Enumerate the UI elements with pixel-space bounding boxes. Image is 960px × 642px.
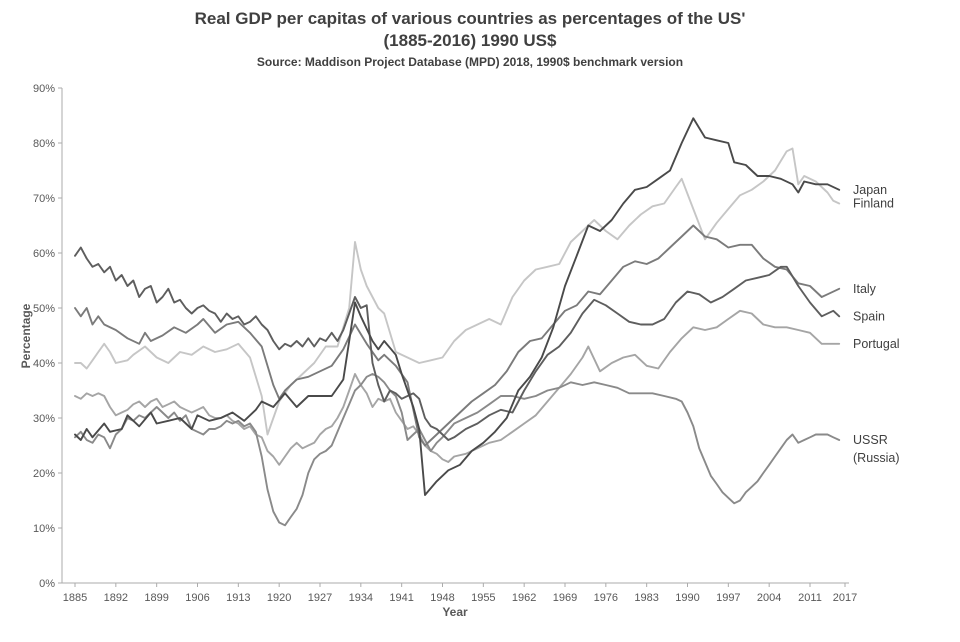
- y-tick-label: 0%: [39, 578, 55, 590]
- series-label-japan: Japan: [853, 183, 887, 197]
- x-tick-label: 1941: [389, 592, 413, 604]
- chart-title: Real GDP per capitas of various countrie…: [0, 8, 940, 52]
- series-label-spain: Spain: [853, 309, 885, 323]
- x-tick-label: 1955: [471, 592, 495, 604]
- y-tick-label: 90%: [33, 83, 55, 95]
- x-tick-label: 1983: [634, 592, 658, 604]
- series-line-italy: [74, 224, 841, 447]
- x-tick-label: 1885: [63, 592, 87, 604]
- series-label-ussr: (Russia): [853, 451, 900, 465]
- x-tick-label: 1969: [553, 592, 577, 604]
- x-tick-label: 1990: [675, 592, 699, 604]
- x-tick-label: 1913: [226, 592, 250, 604]
- x-tick-label: 1997: [716, 592, 740, 604]
- y-tick-label: 60%: [33, 248, 55, 260]
- y-tick-label: 10%: [33, 523, 55, 535]
- x-tick-label: 1906: [185, 592, 209, 604]
- x-tick-label: 1948: [430, 592, 454, 604]
- x-tick-label: 1962: [512, 592, 536, 604]
- series-label-ussr: USSR: [853, 433, 888, 447]
- x-tick-label: 2011: [798, 592, 822, 604]
- x-tick-label: 2004: [757, 592, 781, 604]
- x-tick-label: 1934: [349, 592, 373, 604]
- y-tick-label: 70%: [33, 193, 55, 205]
- y-tick-label: 80%: [33, 138, 55, 150]
- x-axis-title: Year: [442, 605, 468, 619]
- x-tick-label: 1976: [594, 592, 618, 604]
- x-tick-label: 1899: [144, 592, 168, 604]
- series-line-ussr: [74, 373, 841, 527]
- series-line-portugal: [74, 309, 841, 466]
- chart-title-line1: Real GDP per capitas of various countrie…: [194, 9, 746, 28]
- x-tick-label: 1892: [104, 592, 128, 604]
- y-tick-label: 30%: [33, 413, 55, 425]
- chart-subtitle: Source: Maddison Project Database (MPD) …: [256, 55, 684, 69]
- series-label-finland: Finland: [853, 197, 894, 211]
- chart-title-line2: (1885-2016) 1990 US$: [383, 31, 557, 50]
- y-tick-label: 50%: [33, 303, 55, 315]
- y-tick-label: 40%: [33, 358, 55, 370]
- y-tick-label: 20%: [33, 468, 55, 480]
- series-label-italy: Italy: [853, 282, 877, 296]
- x-tick-label: 1927: [308, 592, 332, 604]
- series-line-spain: [74, 246, 841, 441]
- series-line-finland: [74, 147, 841, 436]
- series-label-portugal: Portugal: [853, 337, 900, 351]
- x-tick-label: 1920: [267, 592, 291, 604]
- x-tick-label: 2017: [833, 592, 857, 604]
- series-line-japan: [74, 117, 841, 496]
